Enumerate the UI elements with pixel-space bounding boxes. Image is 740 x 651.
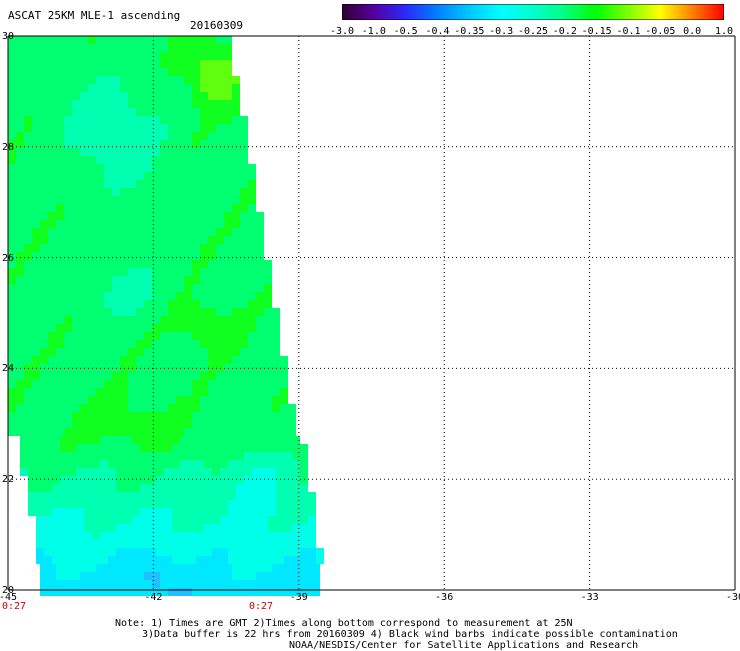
latitude-label: 30: [2, 31, 15, 42]
colorbar-label: -0.15: [581, 26, 612, 37]
colorbar-label: -0.05: [645, 26, 676, 37]
longitude-label: -42: [144, 592, 163, 603]
latitude-label: 28: [2, 141, 15, 153]
colorbar-label: 1.0: [714, 26, 734, 37]
colorbar-label: -0.1: [616, 26, 641, 37]
colorbar-label: 0.0: [683, 26, 702, 37]
colorbar: [342, 4, 724, 20]
map-date: 20160309: [190, 19, 243, 32]
time-label-left: 0:27: [2, 601, 27, 612]
colorbar-label: -3.0: [329, 26, 355, 37]
longitude-label: -36: [435, 592, 454, 603]
footer-note-3: NOAA/NESDIS/Center for Satellite Applica…: [289, 640, 639, 651]
map-title: ASCAT 25KM MLE-1 ascending: [8, 9, 181, 22]
colorbar-label: -0.4: [425, 26, 450, 37]
colorbar-label: -0.35: [454, 26, 485, 37]
longitude-label: -33: [580, 592, 599, 603]
latitude-label: 26: [2, 252, 15, 264]
footer-note-2: 3)Data buffer is 22 hrs from 20160309 4)…: [142, 629, 678, 640]
longitude-label: -39: [289, 592, 308, 603]
latitude-label: 20: [2, 585, 15, 596]
longitude-label: -30: [725, 592, 740, 603]
colorbar-gradient: [342, 4, 724, 20]
colorbar-label: -0.25: [517, 26, 549, 37]
colorbar-label: -0.3: [489, 26, 514, 37]
footer-note-1: Note: 1) Times are GMT 2)Times along bot…: [115, 618, 573, 629]
lat-lon-grid: [7, 35, 736, 591]
time-label-right: 0:27: [249, 601, 274, 612]
colorbar-label: -0.5: [393, 26, 418, 37]
latitude-label: 24: [2, 363, 15, 375]
latitude-label: 22: [2, 474, 15, 486]
colorbar-label: -1.0: [361, 26, 386, 37]
longitude-label: -45: [0, 592, 18, 603]
colorbar-label: -0.2: [552, 26, 577, 37]
swath-data: [8, 36, 324, 596]
